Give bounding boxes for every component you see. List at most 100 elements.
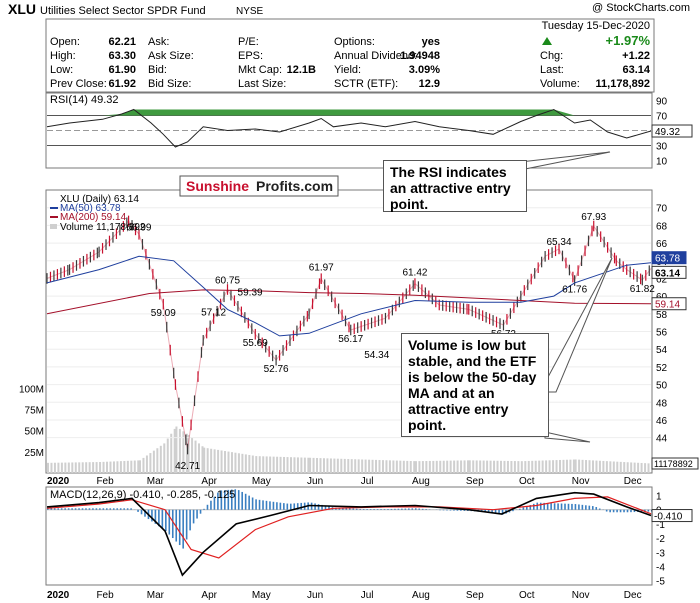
macd-histogram-bar bbox=[605, 509, 608, 512]
macd-histogram-bar bbox=[53, 508, 56, 510]
quote-label: Chg: bbox=[540, 50, 563, 62]
quote-value: 12.9 bbox=[419, 78, 440, 90]
macd-y-tick: -4 bbox=[656, 563, 665, 574]
price-point-label: 66.99 bbox=[126, 222, 151, 233]
volume-bar bbox=[482, 460, 485, 473]
volume-bar bbox=[173, 428, 176, 473]
price-y-tick: 52 bbox=[656, 363, 668, 374]
volume-bar bbox=[262, 456, 265, 473]
macd-histogram-bar bbox=[574, 504, 577, 510]
macd-histogram-bar bbox=[92, 508, 94, 510]
macd-histogram-bar bbox=[81, 508, 84, 510]
macd-histogram-bar bbox=[453, 509, 455, 511]
volume-bar bbox=[319, 458, 322, 473]
price-y-tick: 56 bbox=[656, 328, 668, 339]
volume-bar bbox=[185, 433, 188, 473]
volume-bar bbox=[506, 460, 509, 473]
macd-histogram-bar bbox=[269, 501, 271, 510]
macd-histogram-bar bbox=[203, 508, 205, 510]
volume-bar bbox=[47, 462, 49, 473]
volume-bar bbox=[258, 456, 261, 473]
volume-bar bbox=[178, 428, 181, 473]
rsi-panel-content: 907050301049.32 bbox=[46, 97, 693, 168]
macd-last-box bbox=[651, 509, 693, 523]
macd-histogram-bar bbox=[161, 509, 164, 529]
volume-bar bbox=[439, 460, 442, 473]
watermark-box bbox=[179, 175, 339, 197]
macd-histogram-bar bbox=[390, 508, 393, 510]
macd-histogram-bar bbox=[130, 508, 132, 510]
x-axis-month: Oct bbox=[519, 590, 535, 601]
volume-bar bbox=[578, 459, 581, 473]
volume-bar bbox=[562, 459, 565, 473]
price-point-label: 61.42 bbox=[402, 268, 427, 279]
x-axis-month: Nov bbox=[572, 590, 590, 601]
volume-bar bbox=[102, 461, 105, 473]
volume-bar bbox=[322, 458, 325, 473]
volume-bar bbox=[210, 448, 213, 473]
volume-bar bbox=[406, 460, 409, 473]
macd-histogram-bar bbox=[564, 503, 566, 510]
volume-bar bbox=[203, 447, 206, 473]
macd-y-tick: -2 bbox=[656, 534, 665, 545]
volume-bar bbox=[312, 457, 315, 473]
macd-histogram-bar bbox=[380, 509, 382, 510]
volume-bar bbox=[357, 459, 360, 473]
price-legend-xlu: XLU (Daily) 63.14 bbox=[60, 194, 139, 205]
volume-bar bbox=[123, 460, 126, 473]
macd-histogram-bar bbox=[248, 495, 250, 510]
price-point-label: 55.69 bbox=[243, 338, 268, 349]
macd-histogram-bar bbox=[293, 503, 296, 510]
volume-bar bbox=[217, 449, 220, 473]
volume-bar bbox=[442, 460, 445, 473]
quote-value: 63.14 bbox=[622, 64, 650, 76]
volume-bar bbox=[595, 460, 598, 473]
price-y-tick: 54 bbox=[656, 345, 668, 356]
price-y-tick: 68 bbox=[656, 221, 668, 232]
macd-histogram-bar bbox=[175, 509, 178, 542]
macd-panel-content: 10-1-2-3-4-5-0.410 bbox=[46, 489, 693, 588]
volume-bar bbox=[138, 460, 141, 473]
x-axis-month: Feb bbox=[96, 476, 114, 487]
volume-bar bbox=[309, 457, 312, 473]
volume-bar bbox=[569, 459, 572, 473]
x-axis-month: Jul bbox=[361, 476, 374, 487]
volume-bar bbox=[166, 438, 169, 473]
volume-bar bbox=[456, 460, 459, 473]
macd-histogram-bar bbox=[230, 489, 233, 510]
volume-bar bbox=[230, 452, 233, 473]
macd-histogram-bar bbox=[498, 509, 500, 515]
volume-bar bbox=[276, 456, 279, 473]
macd-histogram-bar bbox=[210, 500, 212, 510]
macd-histogram-bar bbox=[442, 509, 445, 511]
volume-bar bbox=[472, 460, 475, 473]
volume-bar bbox=[479, 460, 482, 473]
volume-bar bbox=[237, 453, 240, 473]
quote-value: 12.1B bbox=[287, 64, 316, 76]
volume-bar bbox=[296, 457, 299, 473]
quote-label: Bid: bbox=[148, 64, 167, 76]
price-last-label: 63.14 bbox=[655, 268, 680, 279]
volume-y-tick: 25M bbox=[25, 448, 44, 459]
volume-bar bbox=[78, 462, 81, 473]
quote-value: 11,178,892 bbox=[596, 78, 650, 90]
x-axis-month: Dec bbox=[624, 476, 642, 487]
volume-bar bbox=[133, 460, 136, 473]
volume-bar bbox=[293, 457, 296, 473]
macd-histogram-bar bbox=[633, 509, 636, 513]
quote-label: Yield: bbox=[334, 64, 361, 76]
macd-histogram-bar bbox=[408, 508, 410, 510]
volume-bar bbox=[602, 460, 605, 473]
quote-value: 61.92 bbox=[108, 78, 136, 90]
macd-histogram-bar bbox=[376, 509, 379, 510]
macd-histogram-bar bbox=[352, 508, 355, 510]
volume-bar bbox=[449, 460, 452, 473]
price-point-label: 57.12 bbox=[201, 308, 226, 319]
volume-bar bbox=[368, 459, 371, 473]
x-axis-month: Aug bbox=[412, 476, 430, 487]
macd-histogram-bar bbox=[192, 509, 195, 524]
quote-label: Ask Size: bbox=[148, 50, 194, 62]
volume-bar bbox=[112, 461, 115, 473]
volume-bar bbox=[333, 458, 336, 473]
macd-histogram-bar bbox=[446, 509, 448, 511]
